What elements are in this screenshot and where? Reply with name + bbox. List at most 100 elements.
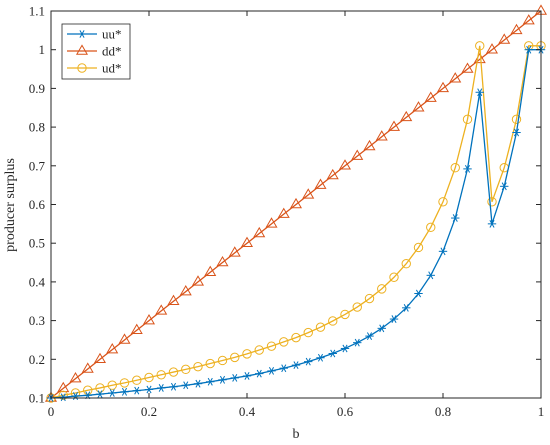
data-point-marker <box>204 265 217 276</box>
data-point-marker <box>217 355 228 366</box>
data-point-marker <box>132 375 142 385</box>
data-point-marker <box>487 197 497 207</box>
data-point-marker <box>193 379 203 388</box>
x-axis-label: b <box>293 427 300 442</box>
data-point-marker <box>315 322 326 332</box>
data-point-marker <box>450 163 460 173</box>
series-layer <box>44 4 548 403</box>
y-tick-label: 0.3 <box>29 313 45 328</box>
data-point-marker <box>402 303 411 312</box>
y-tick-label: 1 <box>39 42 46 57</box>
data-point-marker <box>181 364 191 375</box>
data-point-marker <box>132 386 141 395</box>
x-tick-label: 0.6 <box>337 404 354 419</box>
data-point-marker <box>218 375 227 384</box>
x-tick-label: 0 <box>48 404 55 419</box>
data-point-marker <box>230 352 240 363</box>
data-point-marker <box>144 385 154 394</box>
data-point-marker <box>291 332 301 343</box>
data-point-marker <box>303 327 313 338</box>
x-tick-label: 1 <box>538 404 545 419</box>
data-point-marker <box>69 372 82 383</box>
data-point-marker <box>510 23 523 35</box>
legend-entry: uu* <box>67 27 122 42</box>
data-point-marker <box>340 344 350 353</box>
data-point-marker <box>498 33 511 44</box>
data-point-marker <box>168 367 179 377</box>
data-point-marker <box>424 91 437 102</box>
data-point-marker <box>475 88 484 97</box>
data-point-marker <box>181 381 190 390</box>
data-point-marker <box>106 343 119 354</box>
y-tick-label: 0.5 <box>29 236 45 251</box>
data-point-marker <box>326 168 339 180</box>
legend-label: dd* <box>102 44 122 59</box>
x-tick-label: 0.8 <box>435 404 451 419</box>
y-tick-label: 0.7 <box>29 158 46 173</box>
data-point-marker <box>130 323 143 335</box>
data-point-marker <box>193 361 203 372</box>
y-tick-label: 0.2 <box>29 352 45 367</box>
data-point-marker <box>426 271 435 280</box>
data-point-marker <box>377 284 387 294</box>
data-point-marker <box>118 333 131 344</box>
data-point-marker <box>485 43 499 54</box>
data-point-marker <box>500 182 509 191</box>
data-point-marker <box>451 214 460 222</box>
data-point-marker <box>449 72 462 83</box>
data-point-marker <box>363 139 376 151</box>
data-point-marker <box>142 314 156 325</box>
data-point-marker <box>377 324 386 333</box>
data-point-marker <box>254 345 264 355</box>
y-tick-label: 0.9 <box>29 81 45 96</box>
data-point-marker <box>95 383 105 393</box>
data-point-marker <box>157 384 166 392</box>
tick-layer: 0 0.2 0.4 0.6 0.8 1 0.1 0.2 0.3 0.4 0.5 0.6 0.7 0.8 0.… <box>29 4 545 420</box>
data-point-marker <box>144 372 154 383</box>
data-point-marker <box>314 178 327 189</box>
data-point-marker <box>265 217 278 228</box>
x-tick-label: 0.2 <box>141 404 157 419</box>
x-tick-label: 0.4 <box>239 404 256 419</box>
data-point-marker <box>389 272 399 282</box>
data-point-marker <box>191 275 205 286</box>
data-point-marker <box>328 316 338 326</box>
data-point-marker <box>414 289 423 298</box>
data-point-marker <box>242 372 252 380</box>
data-point-marker <box>365 332 374 340</box>
data-point-marker <box>412 101 425 112</box>
data-point-marker <box>108 389 117 397</box>
legend-label: uu* <box>102 27 122 42</box>
data-point-marker <box>487 219 497 228</box>
data-point-marker <box>413 242 424 253</box>
data-point-marker <box>279 337 289 347</box>
series-uu-star <box>46 45 546 402</box>
data-point-marker <box>522 14 535 25</box>
data-point-marker <box>461 62 474 73</box>
data-point-marker <box>387 120 401 131</box>
legend-entry: dd* <box>67 44 122 59</box>
data-point-marker <box>167 294 180 305</box>
data-point-marker <box>438 197 448 207</box>
data-point-marker <box>95 390 105 399</box>
data-point-marker <box>289 197 303 209</box>
y-tick-label: 1.1 <box>29 4 45 19</box>
data-point-marker <box>426 222 436 233</box>
data-point-marker <box>389 315 399 323</box>
data-point-marker <box>240 236 254 247</box>
data-point-marker <box>216 255 229 267</box>
data-point-marker <box>155 304 168 315</box>
data-point-marker <box>70 388 81 398</box>
data-point-marker <box>436 81 450 93</box>
y-axis-label: producer surplus <box>3 158 18 252</box>
data-point-marker <box>511 114 522 125</box>
data-point-marker <box>169 382 178 391</box>
data-point-marker <box>353 338 362 347</box>
data-point-marker <box>364 293 375 304</box>
data-point-marker <box>462 114 473 125</box>
data-point-marker <box>512 128 521 137</box>
data-point-marker <box>304 357 313 366</box>
legend-entry: ud* <box>67 61 122 76</box>
y-tick-label: 0.6 <box>29 197 46 212</box>
